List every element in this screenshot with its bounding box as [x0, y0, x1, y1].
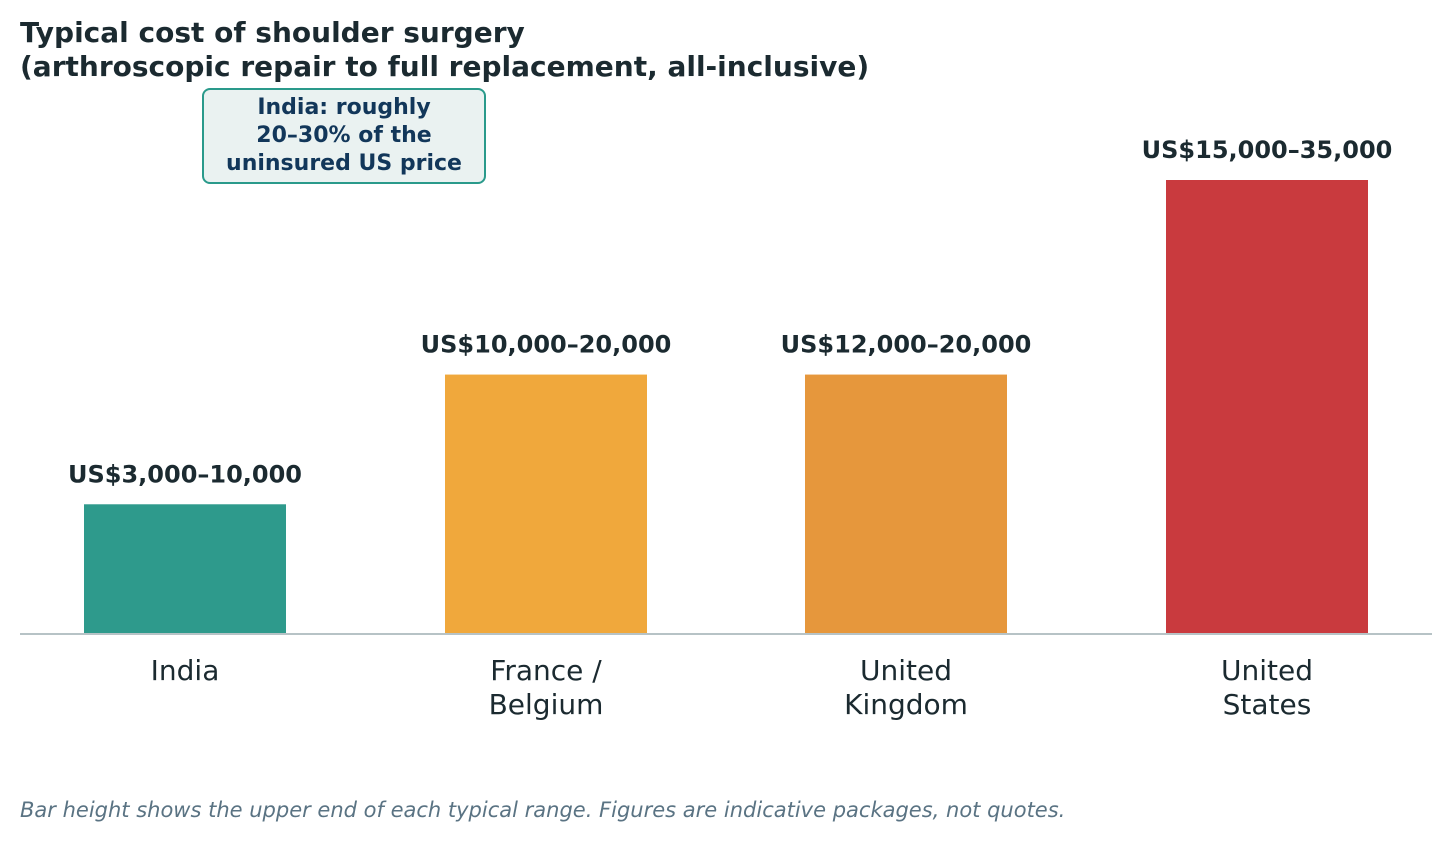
chart-footnote: Bar height shows the upper end of each t…: [20, 798, 1066, 822]
bar-1: [445, 374, 647, 634]
x-tick-label-2-1: Kingdom: [844, 688, 968, 721]
x-tick-label-2-0: United: [860, 654, 952, 687]
india-price-annotation: India: roughly 20–30% of the uninsured U…: [202, 88, 486, 184]
x-tick-label-3-0: United: [1221, 654, 1313, 687]
x-tick-label-1-1: Belgium: [489, 688, 604, 721]
x-tick-label-1-0: France /: [490, 654, 602, 687]
x-tick-label-0-0: India: [151, 654, 220, 687]
x-tick-label-3-1: States: [1223, 688, 1312, 721]
chart-title-line-2: (arthroscopic repair to full replacement…: [20, 50, 870, 83]
bar-value-label-3: US$15,000–35,000: [1142, 136, 1393, 164]
bar-3: [1166, 180, 1368, 634]
bar-value-label-0: US$3,000–10,000: [68, 460, 302, 488]
bar-value-label-1: US$10,000–20,000: [421, 331, 672, 359]
bar-2: [805, 374, 1007, 634]
chart-title: Typical cost of shoulder surgery (arthro…: [20, 16, 869, 84]
chart-title-line-1: Typical cost of shoulder surgery: [20, 16, 525, 49]
bar-0: [84, 504, 286, 634]
bar-value-label-2: US$12,000–20,000: [781, 331, 1032, 359]
